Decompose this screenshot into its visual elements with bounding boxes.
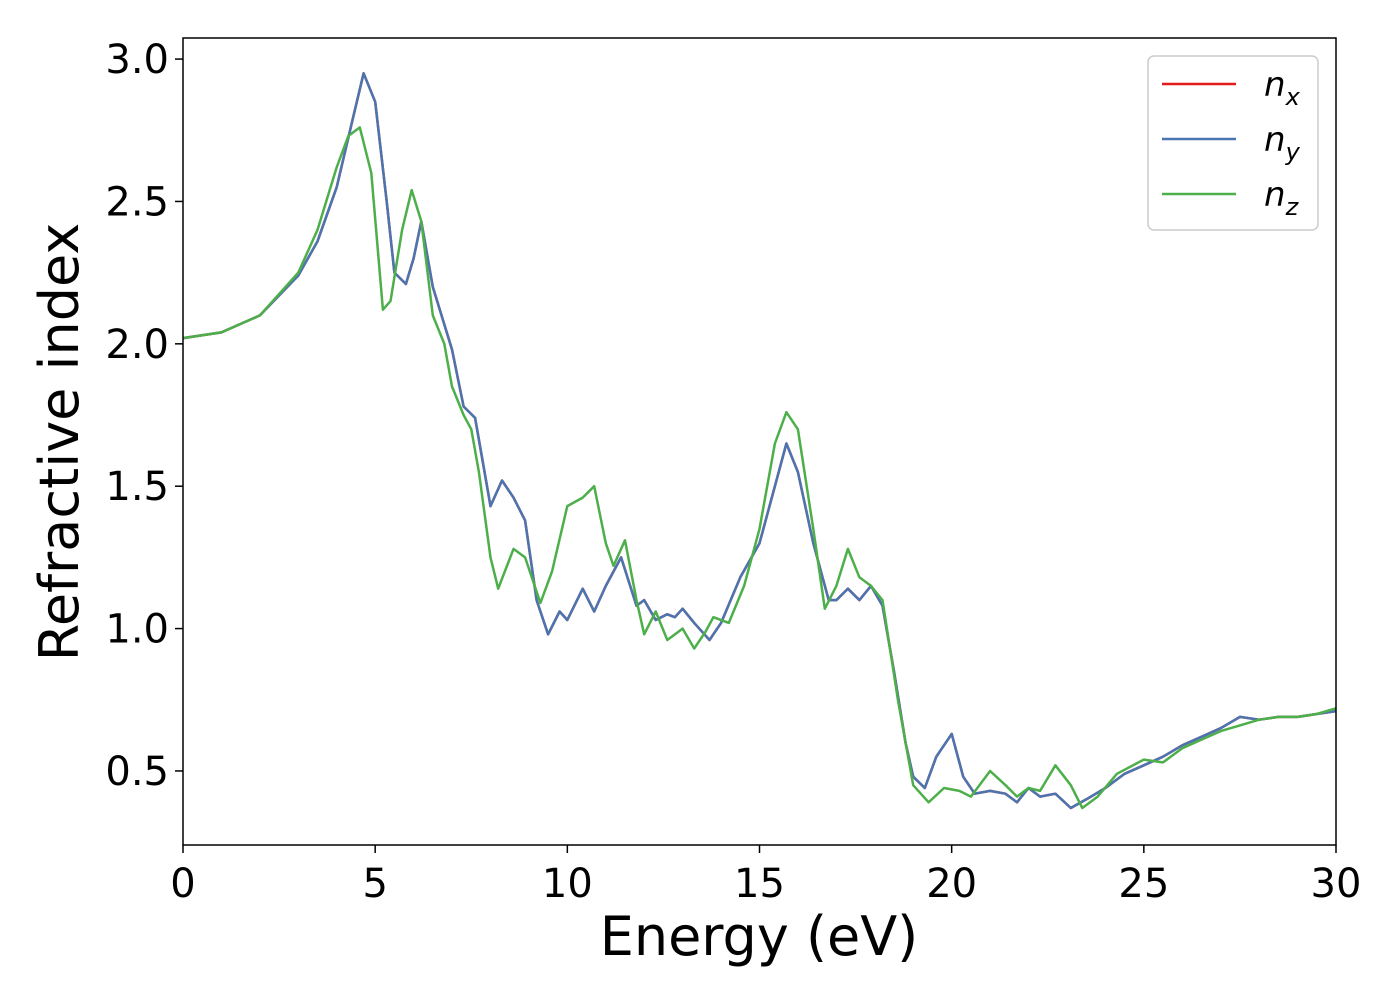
- x-tick-label: 5: [362, 861, 387, 907]
- x-tick-label: 15: [734, 861, 785, 907]
- y-tick-label: 2.5: [105, 179, 169, 225]
- x-tick-label: 25: [1118, 861, 1169, 907]
- legend-label: ny: [1264, 120, 1301, 166]
- y-tick-label: 1.5: [105, 464, 169, 510]
- x-axis-label: Energy (eV): [600, 905, 919, 968]
- x-tick-label: 30: [1311, 861, 1362, 907]
- legend-label: nx: [1264, 65, 1301, 111]
- line-series: [182, 126, 1337, 810]
- x-tick-label: 20: [926, 861, 977, 907]
- legend-label: nz: [1264, 175, 1300, 221]
- y-tick-label: 3.0: [105, 37, 169, 83]
- x-tick-label: 0: [170, 861, 195, 907]
- legend-box: [1147, 55, 1319, 231]
- y-tick-label: 0.5: [105, 749, 169, 795]
- y-tick-label: 2.0: [105, 322, 169, 368]
- y-axis-label: Refractive index: [28, 223, 91, 662]
- y-tick-label: 1.0: [105, 607, 169, 653]
- x-tick-label: 10: [542, 861, 593, 907]
- plot-frame: [182, 37, 1337, 846]
